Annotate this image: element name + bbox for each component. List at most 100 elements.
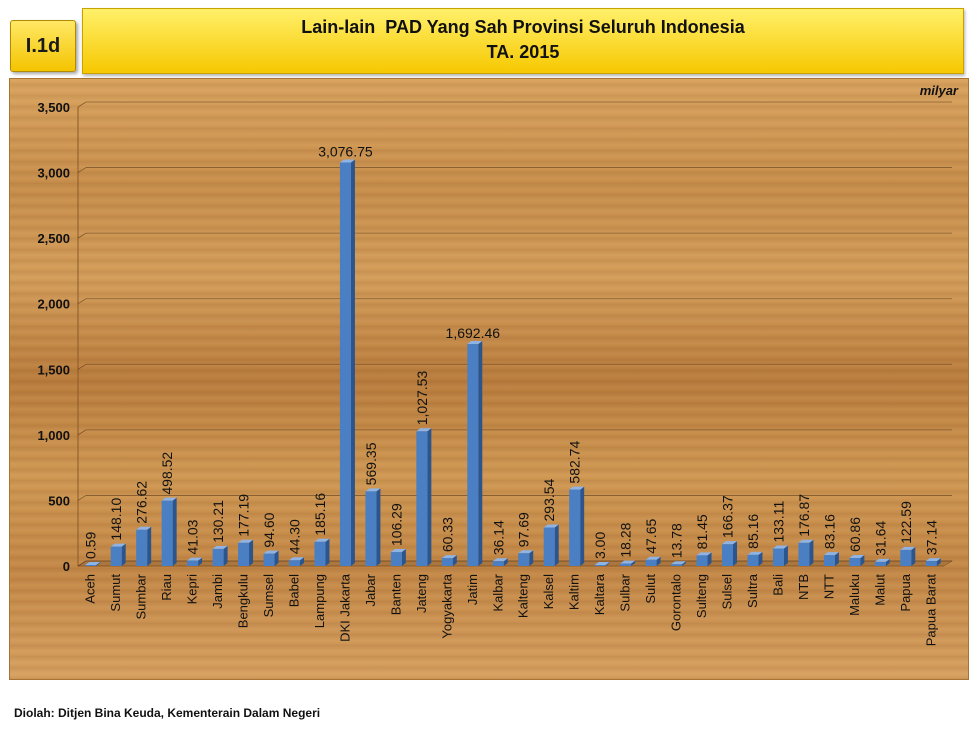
- data-label: 569.35: [363, 442, 379, 485]
- data-label: 36.14: [490, 520, 506, 555]
- bar-side: [834, 552, 839, 566]
- bar: [161, 500, 173, 566]
- x-tick-label: Babel: [287, 574, 302, 607]
- x-tick-label: Aceh: [83, 574, 98, 604]
- bar: [110, 546, 122, 566]
- bar-top: [900, 546, 916, 550]
- y-tick-label: 3,500: [37, 100, 70, 115]
- x-tick-label: Maluku: [847, 574, 862, 616]
- data-label: 276.62: [134, 481, 150, 524]
- data-label: 0.59: [83, 532, 99, 559]
- bar-side: [529, 550, 534, 566]
- x-tick-label: Jambi: [210, 574, 225, 609]
- x-tick-label: Riau: [159, 574, 174, 601]
- bar: [263, 553, 275, 566]
- data-label: 18.28: [618, 522, 634, 557]
- bar-side: [580, 486, 585, 566]
- bar: [671, 564, 683, 566]
- data-label: 81.45: [694, 514, 710, 549]
- bar-top: [518, 550, 534, 554]
- bar: [543, 527, 555, 566]
- bar-top: [696, 552, 712, 556]
- x-tick-label: NTB: [796, 574, 811, 600]
- bar: [212, 548, 224, 566]
- bar: [238, 542, 250, 566]
- data-label: 1,027.53: [414, 371, 430, 426]
- x-tick-label: Kaltara: [592, 573, 607, 615]
- bar: [823, 555, 835, 566]
- bar-top: [772, 545, 788, 549]
- gridline-depth: [77, 560, 87, 567]
- data-label: 177.19: [236, 494, 252, 537]
- x-tick-label: Sumbar: [134, 573, 149, 619]
- bar-side: [198, 557, 203, 566]
- bar: [696, 555, 708, 566]
- bar: [849, 558, 861, 566]
- bar-side: [809, 539, 814, 566]
- data-label: 97.69: [516, 512, 532, 547]
- data-label: 3,076.75: [318, 144, 373, 160]
- bar-side: [554, 524, 559, 566]
- data-label: 60.33: [439, 517, 455, 552]
- bar: [518, 553, 530, 566]
- x-tick-label: Bengkulu: [236, 574, 251, 628]
- bar-top: [925, 558, 941, 562]
- chart-area: 0 500 1,000 1,500 2,000 2,500 3,000 3,500 0.59 Ac…: [9, 78, 969, 680]
- y-tick-label: 1,000: [37, 428, 70, 443]
- y-tick-label: 2,500: [37, 231, 70, 246]
- bar: [187, 560, 199, 566]
- bar-side: [860, 555, 865, 566]
- bar-top: [543, 524, 559, 528]
- bar-top: [416, 428, 432, 432]
- bar-side: [631, 560, 636, 566]
- bar-top: [314, 538, 330, 542]
- x-tick-label: Bali: [770, 574, 785, 596]
- data-label: 176.87: [796, 494, 812, 537]
- bar-side: [223, 545, 228, 566]
- bar-top: [161, 497, 177, 501]
- x-tick-label: Malut: [872, 574, 887, 606]
- data-label: 44.30: [287, 519, 303, 554]
- bar-side: [325, 538, 330, 566]
- bar-top: [874, 558, 890, 562]
- bar-side: [376, 488, 381, 566]
- x-tick-label: Lampung: [312, 574, 327, 628]
- floor: [76, 560, 954, 567]
- gridline-depth: [77, 363, 87, 370]
- gridline-depth: [77, 298, 87, 305]
- data-label: 582.74: [567, 441, 583, 484]
- data-label: 498.52: [159, 452, 175, 495]
- bar-top: [187, 557, 203, 561]
- x-tick-label: Kalteng: [516, 574, 531, 618]
- bar-top: [339, 159, 355, 163]
- header: I.1d Lain-lain PAD Yang Sah Provinsi Sel…: [8, 6, 964, 74]
- bar: [365, 491, 377, 566]
- bar-top: [136, 526, 152, 530]
- bar-top: [492, 558, 508, 562]
- data-label: 166.37: [720, 495, 736, 538]
- unit-label: milyar: [919, 83, 958, 98]
- data-label: 41.03: [185, 519, 201, 554]
- x-tick-label: Kalbar: [490, 573, 505, 611]
- gridline-depth: [77, 167, 87, 173]
- x-tick-label: Sulut: [643, 574, 658, 604]
- x-tick-label: NTT: [821, 574, 836, 599]
- bar-side: [911, 546, 916, 566]
- bar-top: [85, 562, 101, 565]
- data-label: 1,692.46: [446, 325, 501, 341]
- data-label: 13.78: [669, 523, 685, 558]
- bar: [136, 529, 148, 566]
- bar-side: [350, 159, 355, 566]
- data-label: 37.14: [923, 520, 939, 555]
- x-tick-label: Jateng: [414, 574, 429, 613]
- bar-side: [503, 558, 508, 566]
- bar-side: [274, 550, 279, 566]
- data-label: 122.59: [898, 501, 914, 544]
- data-label: 3.00: [592, 532, 608, 559]
- bar: [467, 344, 479, 566]
- bar-side: [783, 545, 788, 566]
- bar: [722, 544, 733, 566]
- data-label: 83.16: [821, 514, 837, 549]
- bar-side: [478, 341, 483, 566]
- x-tick-label: Banten: [388, 574, 403, 615]
